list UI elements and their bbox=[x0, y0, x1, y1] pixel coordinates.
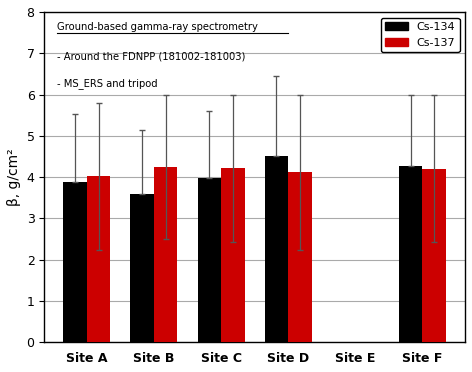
Bar bbox=[87, 176, 110, 342]
Bar bbox=[399, 166, 422, 342]
Legend: Cs-134, Cs-137: Cs-134, Cs-137 bbox=[381, 17, 460, 52]
Bar bbox=[221, 168, 244, 342]
Text: - MS_ERS and tripod: - MS_ERS and tripod bbox=[57, 78, 158, 89]
Bar bbox=[422, 169, 446, 342]
Bar bbox=[63, 182, 87, 342]
Text: - Around the FDNPP (181002-181003): - Around the FDNPP (181002-181003) bbox=[57, 52, 245, 62]
Bar bbox=[288, 172, 312, 342]
Text: Ground-based gamma-ray spectrometry: Ground-based gamma-ray spectrometry bbox=[57, 22, 258, 32]
Y-axis label: β, g/cm²: β, g/cm² bbox=[7, 148, 21, 206]
Bar bbox=[130, 194, 154, 342]
Bar bbox=[154, 167, 177, 342]
Bar bbox=[198, 178, 221, 342]
Bar bbox=[265, 155, 288, 342]
